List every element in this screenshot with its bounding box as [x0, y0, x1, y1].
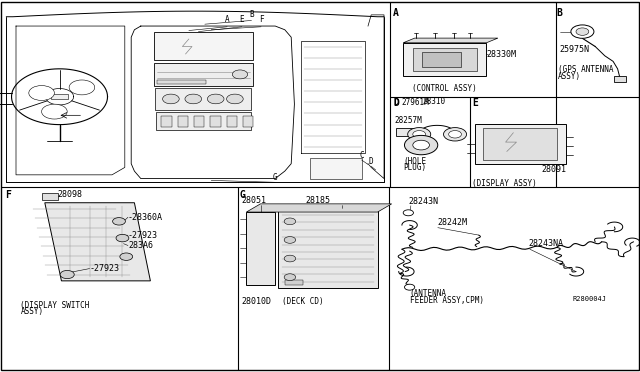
Bar	[227, 116, 237, 127]
Text: R280004J: R280004J	[572, 296, 606, 302]
Circle shape	[42, 104, 67, 119]
Circle shape	[163, 94, 179, 104]
Bar	[154, 32, 253, 60]
Bar	[403, 43, 486, 76]
Text: 28257M: 28257M	[394, 116, 422, 125]
Text: E: E	[472, 98, 478, 108]
Circle shape	[404, 135, 438, 155]
Text: (ANTENNA: (ANTENNA	[410, 289, 447, 298]
Text: -27923: -27923	[90, 264, 120, 273]
Bar	[396, 128, 415, 136]
Circle shape	[284, 237, 296, 243]
Text: 28010D: 28010D	[242, 297, 272, 306]
Polygon shape	[246, 204, 392, 212]
Bar	[278, 208, 378, 288]
Bar	[243, 116, 253, 127]
Text: 28310: 28310	[422, 97, 445, 106]
Text: -28360A: -28360A	[128, 213, 163, 222]
Text: D: D	[393, 98, 399, 108]
Bar	[211, 116, 221, 127]
Bar	[157, 80, 207, 84]
Text: 28243NA: 28243NA	[529, 240, 564, 248]
Polygon shape	[403, 38, 498, 43]
Bar	[155, 88, 251, 110]
Circle shape	[576, 28, 589, 35]
Text: PLUG): PLUG)	[403, 163, 426, 172]
Text: 283A6: 283A6	[128, 241, 153, 250]
Circle shape	[284, 274, 296, 280]
Text: A: A	[225, 15, 230, 24]
Bar	[483, 128, 557, 160]
Circle shape	[449, 131, 461, 138]
Bar	[614, 76, 626, 82]
Text: (CONTROL ASSY): (CONTROL ASSY)	[412, 84, 477, 93]
Text: 28243N: 28243N	[408, 197, 438, 206]
Text: F: F	[5, 190, 11, 200]
Text: 28242M: 28242M	[438, 218, 468, 227]
Text: -27923: -27923	[128, 231, 158, 240]
Circle shape	[404, 284, 415, 290]
Bar	[246, 212, 275, 285]
Text: G: G	[273, 173, 278, 182]
Text: FEEDER ASSY,CPM): FEEDER ASSY,CPM)	[410, 296, 484, 305]
Circle shape	[227, 94, 243, 104]
Text: C: C	[359, 151, 364, 160]
Polygon shape	[45, 203, 150, 281]
Circle shape	[413, 140, 429, 150]
Text: 28330M: 28330M	[486, 50, 516, 59]
Circle shape	[284, 218, 296, 225]
Circle shape	[284, 255, 296, 262]
Circle shape	[116, 234, 129, 242]
Bar	[51, 94, 68, 99]
Text: (DECK CD): (DECK CD)	[282, 297, 323, 306]
Text: ASSY): ASSY)	[558, 72, 581, 81]
Text: 28091: 28091	[541, 165, 566, 174]
Text: F: F	[259, 15, 264, 24]
Circle shape	[185, 94, 202, 104]
Bar	[156, 112, 251, 130]
Circle shape	[403, 210, 413, 216]
Circle shape	[408, 128, 431, 141]
Text: (HOLE: (HOLE	[403, 157, 426, 166]
Bar	[42, 193, 58, 200]
Bar	[475, 124, 566, 164]
Bar	[285, 280, 303, 285]
Text: ASSY): ASSY)	[20, 307, 44, 316]
Circle shape	[29, 86, 54, 100]
Text: (DISPLAY SWITCH: (DISPLAY SWITCH	[20, 301, 90, 310]
Circle shape	[444, 128, 467, 141]
Text: D: D	[369, 157, 374, 166]
Text: E: E	[239, 15, 244, 24]
Bar	[154, 63, 253, 86]
Text: 28051: 28051	[242, 196, 267, 205]
Circle shape	[120, 253, 132, 260]
Circle shape	[232, 70, 248, 79]
Text: A: A	[393, 8, 399, 18]
Text: (DISPLAY ASSY): (DISPLAY ASSY)	[472, 179, 537, 188]
Text: B: B	[249, 10, 254, 19]
Bar	[194, 116, 204, 127]
Text: B: B	[557, 8, 563, 18]
Text: G: G	[240, 190, 246, 200]
Circle shape	[571, 25, 594, 38]
Text: 28185: 28185	[305, 196, 330, 205]
Bar	[310, 158, 362, 179]
Bar	[178, 116, 188, 127]
Text: 27961M: 27961M	[402, 98, 429, 107]
Text: (GPS ANTENNA: (GPS ANTENNA	[558, 65, 614, 74]
Bar	[413, 48, 477, 71]
Text: D: D	[393, 98, 398, 107]
Text: 28098: 28098	[58, 190, 83, 199]
Circle shape	[69, 80, 95, 95]
Bar	[422, 52, 461, 67]
Circle shape	[413, 131, 426, 138]
Circle shape	[60, 270, 74, 279]
Bar	[161, 116, 172, 127]
Text: 25975N: 25975N	[559, 45, 589, 54]
Circle shape	[207, 94, 224, 104]
Circle shape	[113, 218, 125, 225]
